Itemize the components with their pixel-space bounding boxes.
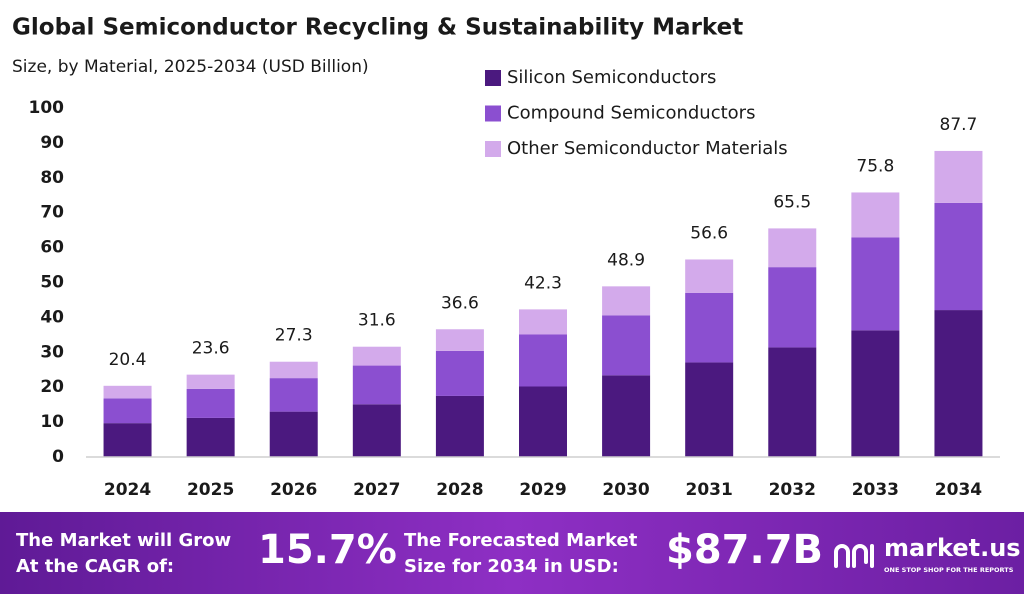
cagr-label: At the CAGR of:: [16, 556, 174, 577]
bar-segment: [269, 361, 318, 379]
cagr-value: 15.7%: [258, 527, 397, 573]
bar-segment: [685, 292, 734, 363]
bar-segment: [768, 228, 817, 268]
bar-segment: [602, 315, 651, 376]
bar-segment: [519, 309, 567, 335]
y-tick-label: 30: [40, 342, 64, 362]
total-label: 65.5: [773, 192, 811, 212]
bar-segment: [851, 192, 900, 238]
bar-segment: [103, 385, 152, 399]
bar-segment: [269, 378, 318, 412]
bar-segment: [768, 267, 817, 348]
x-tick-label: 2033: [852, 480, 899, 500]
size-label: Size for 2034 in USD:: [404, 556, 619, 577]
total-label: 27.3: [275, 326, 313, 346]
brand: market.us: [884, 534, 1021, 562]
y-tick-label: 50: [40, 273, 64, 293]
chart-title: Global Semiconductor Recycling & Sustain…: [12, 15, 743, 41]
bar-segment: [768, 347, 817, 457]
y-tick-label: 90: [40, 133, 64, 153]
bar-segment: [602, 286, 651, 316]
total-label: 87.7: [940, 115, 978, 135]
y-tick-label: 80: [40, 168, 64, 188]
y-tick-label: 40: [40, 307, 64, 327]
bar-segment: [352, 404, 401, 457]
size-label: The Forecasted Market: [404, 530, 638, 551]
legend-swatch: [485, 105, 501, 122]
bar-segment: [103, 423, 152, 457]
y-tick-label: 0: [52, 447, 64, 467]
total-label: 31.6: [358, 311, 396, 331]
size-value: $87.7B: [666, 527, 823, 573]
footer: The Market will Grow At the CAGR of: 15.…: [16, 527, 1021, 577]
cagr-label: The Market will Grow: [16, 530, 231, 551]
chart-subtitle: Size, by Material, 2025-2034 (USD Billio…: [12, 57, 369, 77]
bar-segment: [103, 398, 152, 424]
x-tick-label: 2027: [353, 480, 400, 500]
bar-segment: [851, 330, 900, 457]
legend-label: Other Semiconductor Materials: [507, 138, 788, 159]
bar-segment: [934, 202, 983, 311]
x-tick-label: 2034: [935, 480, 982, 500]
x-tick-label: 2031: [686, 480, 733, 500]
bar-segment: [519, 334, 567, 387]
y-tick-label: 70: [40, 203, 64, 223]
bar-segment: [934, 150, 983, 203]
total-label: 75.8: [856, 156, 894, 176]
legend-swatch: [485, 70, 501, 86]
tagline: ONE STOP SHOP FOR THE REPORTS: [884, 566, 1014, 574]
bar-segment: [685, 259, 734, 293]
legend-label: Compound Semiconductors: [507, 103, 755, 124]
bar-segment: [435, 350, 484, 396]
y-tick-label: 100: [29, 98, 65, 118]
x-tick-label: 2029: [519, 480, 566, 500]
bar-segment: [352, 346, 401, 366]
x-tick-label: 2025: [187, 480, 234, 500]
bar-segment: [435, 395, 484, 457]
x-tick-label: 2030: [602, 480, 649, 500]
bar-segment: [269, 411, 318, 457]
legend-label: Silicon Semiconductors: [507, 67, 716, 88]
x-tick-label: 2028: [436, 480, 483, 500]
x-tick-label: 2024: [104, 480, 151, 500]
total-label: 36.6: [441, 293, 479, 313]
y-tick-label: 20: [40, 377, 64, 397]
bar-segment: [186, 417, 235, 457]
total-label: 23.6: [192, 339, 230, 359]
bar-segment: [934, 310, 983, 457]
legend-swatch: [485, 141, 501, 157]
brand-logo: [834, 544, 874, 568]
bar-segment: [186, 374, 235, 389]
x-tick-label: 2032: [769, 480, 816, 500]
bar-segment: [186, 388, 235, 418]
bar-segment: [685, 362, 734, 457]
total-label: 48.9: [607, 250, 645, 270]
total-label: 20.4: [109, 350, 147, 370]
bar-segment: [851, 237, 900, 331]
bar-segment: [352, 365, 401, 405]
y-tick-label: 60: [40, 238, 64, 258]
y-tick-label: 10: [40, 412, 64, 432]
x-tick-label: 2026: [270, 480, 317, 500]
total-label: 56.6: [690, 223, 728, 243]
bar-segment: [519, 386, 567, 457]
bar-segment: [435, 329, 484, 351]
total-label: 42.3: [524, 273, 562, 293]
bar-segment: [602, 375, 651, 457]
